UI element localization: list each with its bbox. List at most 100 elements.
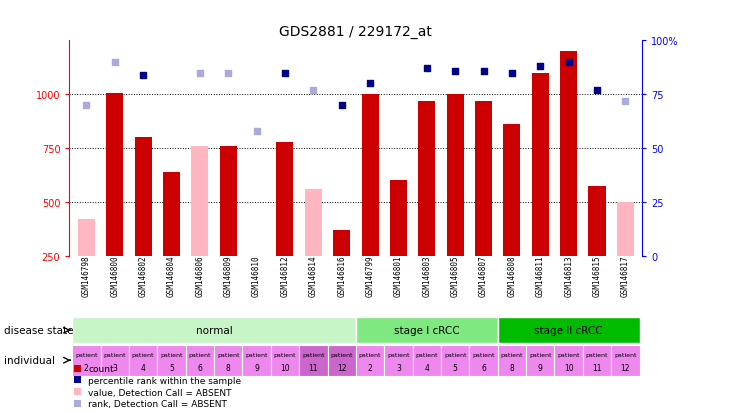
Text: patient: patient [160, 352, 182, 357]
Bar [498, 345, 526, 376]
Bar [299, 345, 328, 376]
Point [534, 64, 546, 70]
Text: patient: patient [558, 352, 580, 357]
Text: GSM146817: GSM146817 [621, 255, 630, 297]
Bar [560, 52, 577, 256]
Text: GSM146811: GSM146811 [536, 255, 545, 297]
Bar [475, 102, 492, 256]
Bar [101, 345, 129, 376]
Text: GSM146810: GSM146810 [252, 255, 261, 297]
Text: patient: patient [274, 352, 296, 357]
Bar [469, 345, 498, 376]
Text: patient: patient [188, 352, 211, 357]
Bar [555, 345, 583, 376]
Point [137, 72, 149, 79]
Bar [504, 125, 520, 256]
Bar [526, 345, 555, 376]
Bar [588, 186, 605, 256]
Text: patient: patient [614, 352, 637, 357]
Bar [356, 345, 384, 376]
Text: patient: patient [132, 352, 154, 357]
Text: normal: normal [196, 325, 232, 335]
Bar [356, 317, 498, 344]
Text: 6: 6 [197, 363, 202, 373]
Point [450, 68, 461, 75]
Point [194, 70, 206, 77]
Point [506, 70, 518, 77]
Text: 12: 12 [337, 363, 347, 373]
Text: GSM146800: GSM146800 [110, 255, 119, 297]
Text: stage II cRCC: stage II cRCC [534, 325, 603, 335]
Text: 11: 11 [309, 363, 318, 373]
Point [620, 98, 631, 105]
Text: patient: patient [359, 352, 381, 357]
Text: disease state: disease state [4, 325, 73, 335]
Bar [78, 220, 95, 256]
Text: 2: 2 [84, 363, 89, 373]
Text: patient: patient [75, 352, 98, 357]
Text: GSM146814: GSM146814 [309, 255, 318, 297]
Text: patient: patient [472, 352, 495, 357]
Bar [220, 147, 237, 256]
Bar [441, 345, 469, 376]
Bar [72, 345, 101, 376]
Text: 4: 4 [424, 363, 429, 373]
Bar [412, 345, 441, 376]
Text: GSM146802: GSM146802 [139, 255, 147, 297]
Text: 10: 10 [280, 363, 290, 373]
Bar [129, 345, 157, 376]
Bar [107, 94, 123, 256]
Text: 9: 9 [254, 363, 259, 373]
Text: 3: 3 [112, 363, 118, 373]
Text: GSM146805: GSM146805 [450, 255, 460, 297]
Legend: count, percentile rank within the sample, value, Detection Call = ABSENT, rank, : count, percentile rank within the sample… [74, 365, 242, 408]
Text: GSM146803: GSM146803 [422, 255, 431, 297]
Text: 5: 5 [453, 363, 458, 373]
Bar [191, 147, 208, 256]
Text: GSM146798: GSM146798 [82, 255, 91, 297]
Text: GSM146801: GSM146801 [394, 255, 403, 297]
Text: patient: patient [104, 352, 126, 357]
Bar [617, 202, 634, 256]
Text: 10: 10 [564, 363, 574, 373]
Bar [328, 345, 356, 376]
Bar [384, 345, 412, 376]
Text: GSM146815: GSM146815 [593, 255, 602, 297]
Point [421, 66, 433, 73]
Bar [611, 345, 639, 376]
Bar [531, 74, 549, 256]
Point [109, 59, 120, 66]
Bar [390, 181, 407, 256]
Bar [277, 142, 293, 256]
Text: GSM146813: GSM146813 [564, 255, 573, 297]
Bar [418, 102, 435, 256]
Text: GSM146807: GSM146807 [479, 255, 488, 297]
Bar [72, 317, 356, 344]
Title: GDS2881 / 229172_at: GDS2881 / 229172_at [280, 25, 432, 39]
Text: 3: 3 [396, 363, 401, 373]
Text: patient: patient [444, 352, 466, 357]
Point [477, 68, 489, 75]
Text: patient: patient [302, 352, 325, 357]
Bar [305, 190, 322, 256]
Text: GSM146806: GSM146806 [196, 255, 204, 297]
Text: 11: 11 [592, 363, 602, 373]
Text: patient: patient [217, 352, 239, 357]
Bar [498, 317, 639, 344]
Point [250, 128, 262, 135]
Bar [157, 345, 185, 376]
Text: GSM146804: GSM146804 [167, 255, 176, 297]
Text: 4: 4 [141, 363, 145, 373]
Text: 12: 12 [620, 363, 630, 373]
Text: patient: patient [529, 352, 552, 357]
Point [279, 70, 291, 77]
Bar [185, 345, 214, 376]
Text: patient: patient [501, 352, 523, 357]
Text: patient: patient [245, 352, 268, 357]
Text: 6: 6 [481, 363, 486, 373]
Point [80, 102, 92, 109]
Text: GSM146808: GSM146808 [507, 255, 516, 297]
Text: patient: patient [331, 352, 353, 357]
Text: 5: 5 [169, 363, 174, 373]
Text: individual: individual [4, 355, 55, 366]
